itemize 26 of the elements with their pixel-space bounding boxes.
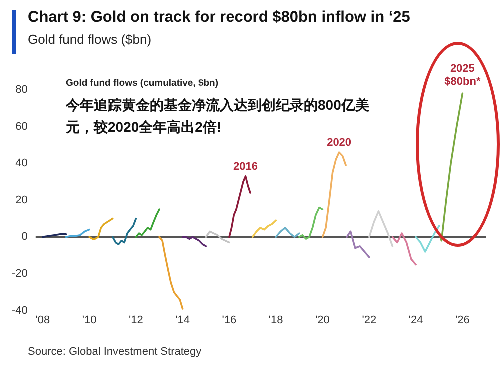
x-tick-label: '08 xyxy=(36,314,50,326)
chart-subtitle: Gold fund flows ($bn) xyxy=(28,32,152,47)
series-label: 2020 xyxy=(327,137,352,150)
y-tick-label: 0 xyxy=(22,231,28,244)
chart-title: Chart 9: Gold on track for record $80bn inflow in ‘25 xyxy=(28,9,410,27)
x-tick-label: '22 xyxy=(362,314,377,326)
annotation: 今年追踪黄金的基金净流入达到创纪录的800亿美元，较2020全年高出2倍! xyxy=(66,96,370,137)
x-tick-label: '18 xyxy=(268,314,284,326)
y-tick-label: 80 xyxy=(16,84,28,96)
x-tick-label: '14 xyxy=(176,314,190,326)
x-tick-label: '10 xyxy=(82,314,97,326)
y-tick-label: 20 xyxy=(16,194,28,206)
source-note: Source: Global Investment Strategy xyxy=(28,346,202,358)
annotation: $80bn* xyxy=(444,76,482,88)
text: 2025 xyxy=(450,63,475,76)
x-tick-label: '20 xyxy=(316,314,330,326)
x-tick-label: '24 xyxy=(408,314,424,326)
series-label: 2016 xyxy=(234,161,258,174)
y-tick-label: -20 xyxy=(12,268,28,280)
x-tick-label: '16 xyxy=(222,314,237,326)
text: Gold fund flows (cumulative, $bn) xyxy=(66,78,219,89)
y-tick-label: 60 xyxy=(16,120,28,133)
y-tick-label: -40 xyxy=(12,304,28,317)
x-tick-label: '12 xyxy=(129,314,144,326)
x-tick-label: '26 xyxy=(456,314,470,326)
y-tick-label: 40 xyxy=(16,158,28,170)
